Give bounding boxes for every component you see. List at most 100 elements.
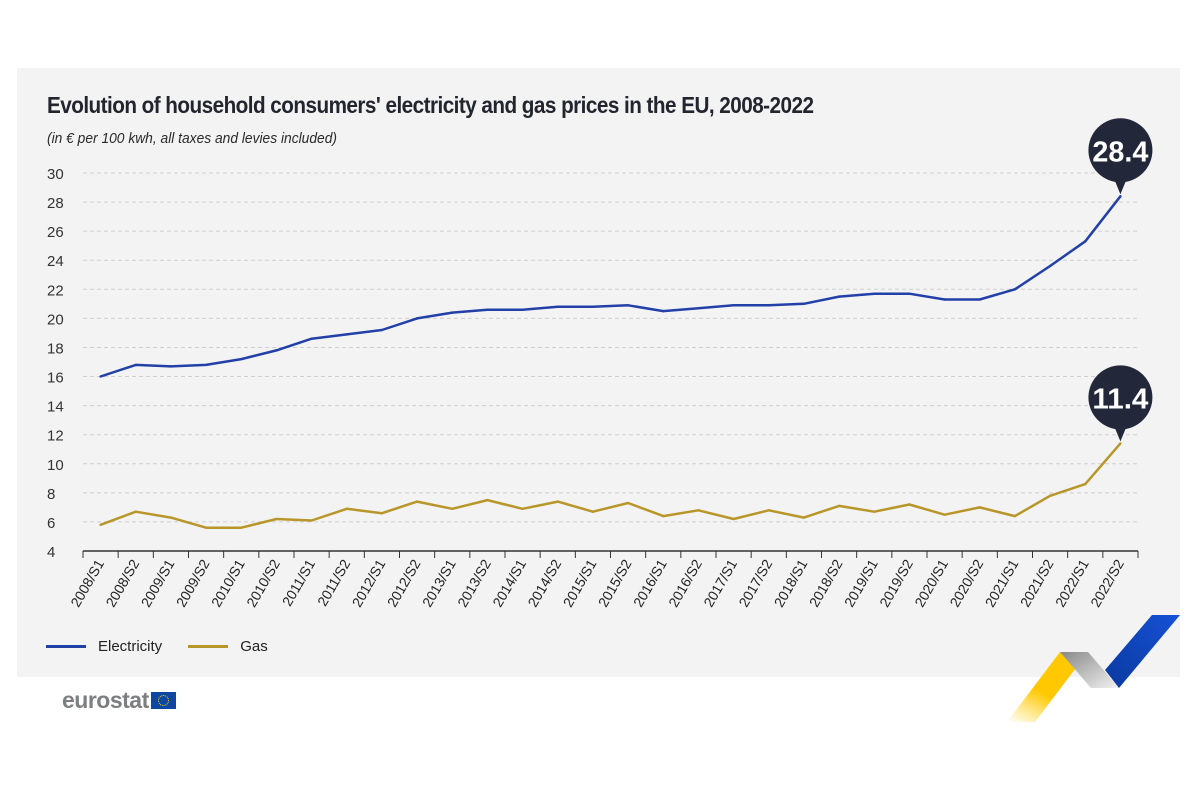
data-point-gas <box>169 516 173 519</box>
logo-text: eurostat <box>62 687 149 713</box>
y-tick-label: 18 <box>47 340 64 357</box>
data-point-electricity <box>169 365 173 368</box>
callout-bubble <box>1088 118 1153 183</box>
y-tick-label: 30 <box>47 166 64 183</box>
x-tick-label: 2022/S2 <box>1087 556 1127 609</box>
data-point-electricity <box>732 304 735 307</box>
data-point-gas <box>697 509 700 512</box>
chart-subtitle: (in € per 100 kwh, all taxes and levies … <box>47 130 337 147</box>
ribbon-blue <box>1105 615 1180 688</box>
data-point-gas <box>908 503 911 506</box>
data-point-electricity <box>767 304 770 307</box>
legend-label-electricity: Electricity <box>98 638 163 655</box>
chart-title: Evolution of household consumers' electr… <box>47 92 814 118</box>
data-point-gas <box>767 509 770 512</box>
legend-item-electricity: Electricity <box>46 638 162 655</box>
data-point-gas <box>1119 442 1122 445</box>
data-point-gas <box>1013 514 1017 518</box>
data-point-electricity <box>591 305 595 308</box>
y-tick-label: 12 <box>47 428 64 445</box>
data-point-electricity <box>380 328 384 332</box>
data-point-electricity <box>1119 195 1122 198</box>
data-point-electricity <box>943 298 946 301</box>
data-point-gas <box>380 512 384 515</box>
y-tick-label: 26 <box>47 224 64 241</box>
data-point-electricity <box>345 333 348 336</box>
callout-gas: 11.4 <box>1088 365 1153 442</box>
data-point-electricity <box>310 337 313 340</box>
data-point-gas <box>978 506 981 509</box>
data-point-electricity <box>978 298 981 301</box>
callout-electricity: 28.4 <box>1088 118 1153 195</box>
data-point-gas <box>556 500 559 503</box>
data-point-electricity <box>99 375 102 378</box>
data-point-gas <box>451 507 454 511</box>
data-point-electricity <box>837 295 841 298</box>
data-point-gas <box>99 523 102 527</box>
data-point-gas <box>732 517 735 521</box>
data-point-gas <box>591 510 595 513</box>
data-point-electricity <box>1013 288 1017 291</box>
x-tick-label: 2011/S1 <box>279 556 319 608</box>
series-line-electricity <box>100 195 1122 378</box>
series-line-gas <box>100 442 1122 529</box>
y-tick-label: 4 <box>47 544 55 561</box>
y-tick-label: 24 <box>47 253 64 270</box>
data-point-electricity <box>556 305 559 308</box>
data-point-gas <box>345 507 348 511</box>
eu-flag-icon <box>150 692 176 709</box>
data-point-gas <box>943 513 946 516</box>
callout-value: 28.4 <box>1092 136 1148 168</box>
y-tick-label: 20 <box>47 311 64 328</box>
data-point-electricity <box>240 357 243 361</box>
data-point-gas <box>626 501 630 505</box>
data-point-gas <box>240 526 243 529</box>
data-point-electricity <box>662 309 665 313</box>
data-point-electricity <box>275 349 278 352</box>
callout-value: 11.4 <box>1092 383 1148 415</box>
data-point-electricity <box>204 363 208 367</box>
ribbon-yellow <box>1007 652 1088 722</box>
data-point-electricity <box>697 307 700 310</box>
data-point-electricity <box>908 292 911 295</box>
data-point-electricity <box>415 317 419 320</box>
legend: Electricity Gas <box>46 638 294 655</box>
x-tick-label: 2010/S2 <box>243 556 283 609</box>
data-point-gas <box>873 510 876 513</box>
x-tick-label: 2011/S2 <box>314 556 354 608</box>
data-point-electricity <box>1048 264 1052 268</box>
legend-label-gas: Gas <box>240 638 268 655</box>
legend-swatch-gas <box>188 645 229 648</box>
data-point-gas <box>134 510 137 513</box>
data-point-gas <box>521 507 524 511</box>
data-point-gas <box>1084 482 1087 486</box>
data-point-electricity <box>802 302 806 306</box>
y-tick-label: 14 <box>47 399 64 416</box>
data-point-gas <box>204 526 208 529</box>
data-point-gas <box>802 516 806 519</box>
data-point-gas <box>486 498 489 502</box>
data-point-electricity <box>486 308 489 311</box>
ribbon-gray <box>1060 652 1119 688</box>
data-point-gas <box>1048 494 1052 497</box>
y-tick-label: 22 <box>47 282 64 299</box>
data-point-gas <box>837 504 841 508</box>
data-point-gas <box>310 519 313 522</box>
y-tick-label: 28 <box>47 195 64 212</box>
data-point-gas <box>415 500 419 503</box>
data-point-electricity <box>626 304 630 307</box>
legend-swatch-electricity <box>46 645 86 648</box>
data-point-electricity <box>873 292 876 295</box>
data-point-electricity <box>521 308 524 311</box>
decorative-ribbon <box>1007 615 1180 722</box>
data-point-electricity <box>1084 240 1087 243</box>
y-tick-label: 8 <box>47 486 55 503</box>
y-tick-label: 10 <box>47 457 64 474</box>
y-tick-label: 6 <box>47 515 55 532</box>
data-point-gas <box>275 517 278 521</box>
data-point-electricity <box>134 363 137 367</box>
y-tick-label: 16 <box>47 370 64 387</box>
data-point-electricity <box>451 311 454 314</box>
chart-panel <box>17 68 1180 677</box>
